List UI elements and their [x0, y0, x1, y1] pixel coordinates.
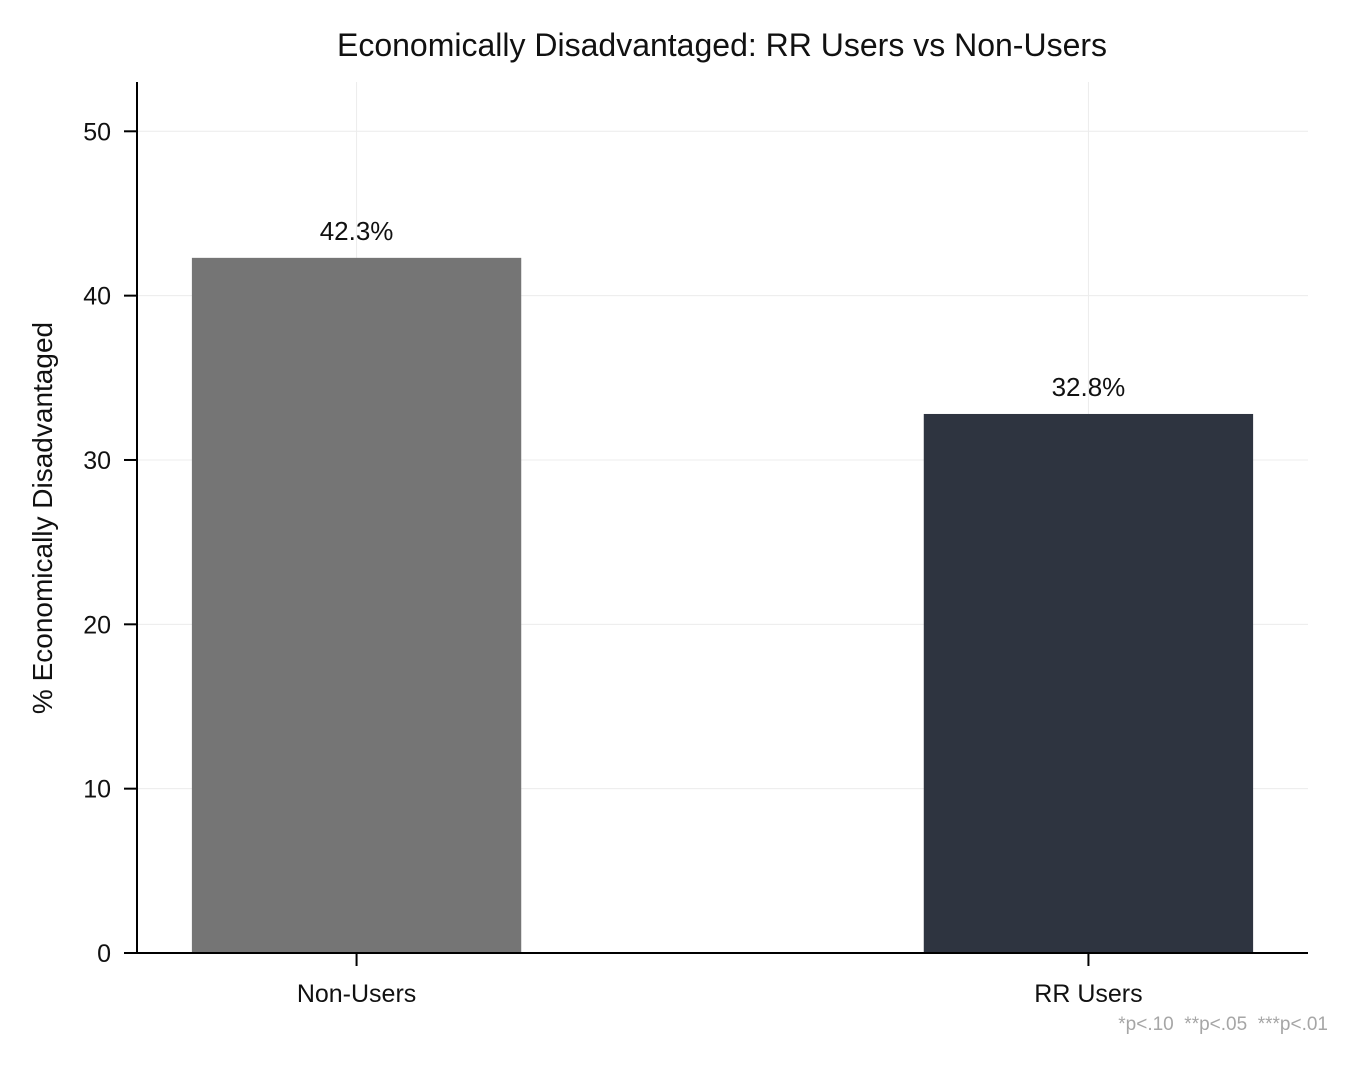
data-label: 32.8% [1052, 372, 1126, 402]
y-tick-label: 30 [83, 447, 111, 475]
labels: 42.3% 32.8% 0 10 20 30 40 50 Non-Users RR Users [83, 118, 1142, 1008]
significance-footnote: *p<.10 **p<.05 ***p<.01 [1118, 1014, 1328, 1035]
y-axis-title: % Economically Disadvantaged [27, 322, 58, 714]
y-tick-label: 50 [83, 118, 111, 146]
bar-rr-users [923, 413, 1254, 953]
x-tick-label: Non-Users [297, 980, 416, 1008]
axes [124, 82, 1308, 966]
chart-title: Economically Disadvantaged: RR Users vs … [337, 27, 1107, 63]
y-tick-label: 0 [97, 940, 111, 968]
data-label: 42.3% [320, 216, 394, 246]
y-tick-label: 20 [83, 611, 111, 639]
x-tick-label: RR Users [1034, 980, 1142, 1008]
bar-non-users [191, 257, 522, 953]
y-tick-label: 40 [83, 283, 111, 311]
y-tick-label: 10 [83, 776, 111, 804]
bars [191, 257, 1254, 953]
